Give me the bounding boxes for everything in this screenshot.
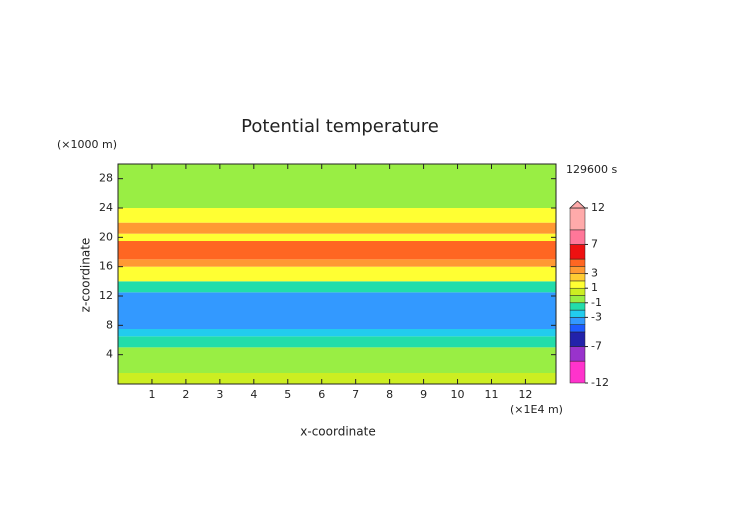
colorbar-segment (569, 280, 586, 289)
colorbar-tick-label: 7 (591, 237, 598, 250)
x-tick-label: 12 (518, 388, 532, 401)
x-tick-label: 6 (318, 388, 325, 401)
x-axis-label: x-coordinate (300, 425, 375, 439)
x-tick-label: 4 (250, 388, 257, 401)
colorbar-tick-label: -1 (591, 296, 602, 309)
field-band (118, 222, 556, 234)
colorbar-segment (569, 207, 586, 231)
y-tick-label: 8 (106, 318, 113, 331)
chart-title: Potential temperature (241, 116, 439, 137)
field-band (118, 347, 556, 373)
y-tick-label: 24 (99, 201, 113, 214)
x-tick-label: 11 (484, 388, 498, 401)
field-band (118, 292, 556, 329)
x-tick-label: 8 (386, 388, 393, 401)
x-tick-label: 2 (182, 388, 189, 401)
y-tick-label: 4 (106, 348, 113, 361)
x-tick-label: 7 (352, 388, 359, 401)
x-tick-label: 5 (284, 388, 291, 401)
field-band (118, 281, 556, 293)
y-tick-label: 12 (99, 289, 113, 302)
colorbar-tick-label: 3 (591, 267, 598, 280)
colorbar-segment (569, 266, 586, 274)
colorbar-segment (569, 346, 586, 362)
y-tick-label: 16 (99, 260, 113, 273)
x-tick-label: 3 (216, 388, 223, 401)
field-band (118, 329, 556, 337)
colorbar-segment (569, 287, 586, 296)
y-tick-label: 28 (99, 172, 113, 185)
colorbar-segment (569, 331, 586, 347)
colorbar-segment (569, 309, 586, 318)
colorbar-segment (569, 273, 586, 282)
colorbar-segment (569, 229, 586, 245)
colorbar-segment (569, 317, 586, 325)
colorbar-segment (569, 302, 586, 311)
field-band (118, 241, 556, 260)
colorbar-tick-label: 12 (591, 201, 605, 214)
colorbar-tick-label: -3 (591, 310, 602, 323)
y-unit-label: (×1000 m) (57, 138, 117, 151)
colorbar-extend (568, 200, 587, 209)
x-unit-label: (×1E4 m) (510, 403, 563, 416)
y-axis-label: z-coordinate (79, 238, 93, 313)
colorbar-segment (569, 258, 586, 267)
colorbar-segment (569, 244, 586, 260)
field-band (118, 373, 556, 384)
plot-frame (117, 163, 557, 385)
field-band (118, 336, 556, 348)
colorbar-tick-label: 1 (591, 281, 598, 294)
field-band (118, 259, 556, 267)
x-tick-label: 10 (451, 388, 465, 401)
x-tick-label: 9 (420, 388, 427, 401)
y-tick-label: 20 (99, 230, 113, 243)
field-band (118, 266, 556, 282)
field-band (118, 164, 556, 208)
colorbar-tick-label: -7 (591, 340, 602, 353)
field-band (118, 208, 556, 223)
colorbar-segment (569, 324, 586, 333)
field-band (118, 233, 556, 241)
colorbar-segment (569, 360, 586, 384)
time-label: 129600 s (566, 163, 617, 176)
colorbar-tick-label: -12 (591, 376, 609, 389)
colorbar-segment (569, 295, 586, 304)
x-tick-label: 1 (148, 388, 155, 401)
